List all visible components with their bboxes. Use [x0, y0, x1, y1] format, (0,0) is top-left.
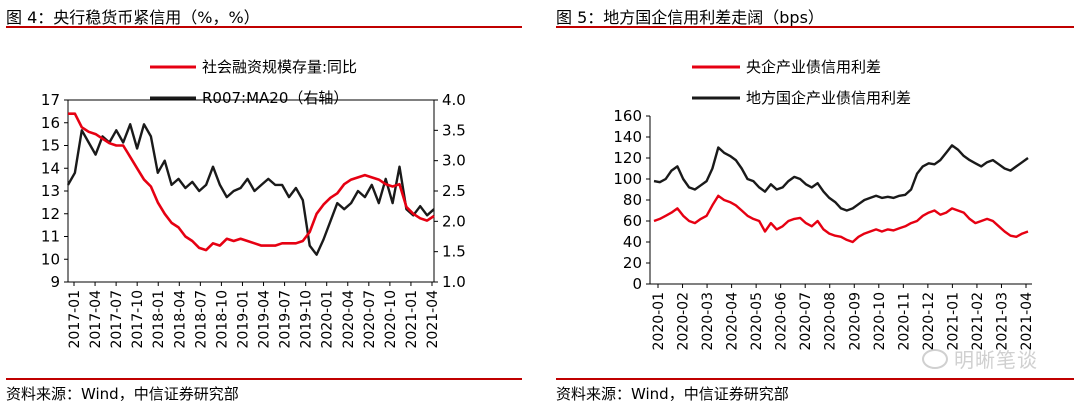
legend-label-central-soe: 央企产业债信用利差 [746, 58, 881, 76]
x-tick-label: 2017-07 [109, 290, 125, 349]
x-tick-label: 2019-01 [235, 290, 251, 349]
y-tick-label: 160 [613, 107, 642, 125]
y-tick-label: 13 [41, 182, 60, 200]
x-tick-label: 2019-04 [257, 290, 273, 349]
plot-frame [67, 99, 435, 283]
legend-label-r007: R007:MA20（右轴） [202, 89, 348, 107]
central-soe-spread-line [653, 194, 1029, 244]
left-chart: 9 10 11 12 13 14 15 16 17 1.0 1.5 2.0 2.5 3.0 3.5 4.0 20… [41, 58, 466, 349]
x-tick-label: 2020-08 [823, 292, 839, 351]
x-tick-label: 2020-11 [896, 292, 912, 351]
r007-ma20-line [66, 123, 435, 256]
x-tick-label: 2018-07 [193, 290, 209, 349]
y2-tick-label: 4.0 [442, 91, 466, 109]
wechat-icon [922, 349, 948, 369]
right-chart-title: 图 5：地方国企信用利差走阔（bps） [556, 8, 824, 27]
left-title-rule [6, 26, 522, 28]
y2-tick-label: 1.5 [442, 243, 466, 261]
y-tick-label: 140 [613, 128, 642, 146]
right-source-rule [556, 378, 1074, 380]
x-tick-label: 2020-10 [383, 290, 399, 349]
y-tick-label: 60 [623, 212, 642, 230]
y-tick-label: 20 [623, 254, 642, 272]
y-tick-label: 12 [41, 205, 60, 223]
y2-tick-label: 2.5 [442, 182, 466, 200]
y2-tick-label: 3.5 [442, 121, 466, 139]
x-tick-label: 2020-04 [341, 290, 357, 349]
left-source-rule [6, 378, 522, 380]
x-tick-label: 2020-02 [676, 292, 692, 351]
x-tick-label: 2021-02 [970, 292, 986, 351]
x-tick-label: 2019-10 [299, 290, 315, 349]
x-tick-label: 2020-09 [847, 292, 863, 351]
local-soe-spread-line [653, 144, 1029, 212]
watermark: 明晰笔谈 [922, 344, 1038, 373]
x-tick-label: 2020-10 [872, 292, 888, 351]
x-tick-label: 2017-01 [67, 290, 83, 349]
left-chart-source: 资料来源：Wind，中信证券研究部 [6, 385, 239, 403]
x-tick-label: 2021-03 [994, 292, 1010, 351]
right-title-rule [556, 26, 1074, 28]
x-tick-label: 2021-01 [404, 290, 420, 349]
y-tick-label: 0 [632, 275, 642, 293]
right-chart: 0 20 40 60 80 100 120 140 160 2020-01 2020-02 2020-… [613, 58, 1035, 351]
legend-label-local-soe: 地方国企产业债信用利差 [746, 89, 911, 107]
legend-label-social-financing: 社会融资规模存量:同比 [202, 58, 357, 76]
y2-tick-label: 3.0 [442, 152, 466, 170]
y-tick-label: 14 [41, 159, 60, 177]
x-tick-label: 2020-01 [651, 292, 667, 351]
x-tick-label: 2021-01 [945, 292, 961, 351]
x-tick-label: 2020-01 [320, 290, 336, 349]
x-tick-label: 2020-06 [774, 292, 790, 351]
x-tick-label: 2020-03 [700, 292, 716, 351]
y2-tick-label: 2.0 [442, 212, 466, 230]
y-tick-label: 11 [41, 228, 60, 246]
y-tick-label: 15 [41, 137, 60, 155]
watermark-text: 明晰笔谈 [954, 348, 1038, 372]
x-tick-label: 2020-07 [362, 290, 378, 349]
y-tick-label: 100 [613, 170, 642, 188]
x-tick-label: 2020-07 [798, 292, 814, 351]
x-tick-label: 2017-04 [88, 290, 104, 349]
y-tick-label: 120 [613, 149, 642, 167]
x-tick-label: 2021-04 [425, 290, 441, 349]
x-tick-label: 2020-05 [749, 292, 765, 351]
x-tick-label: 2018-04 [172, 290, 188, 349]
y-tick-label: 10 [41, 250, 60, 268]
x-tick-label: 2019-07 [278, 290, 294, 349]
y-tick-label: 16 [41, 114, 60, 132]
left-chart-title: 图 4：央行稳货币紧信用（%，%） [6, 8, 260, 27]
y-tick-label: 80 [623, 191, 642, 209]
y-tick-label: 40 [623, 233, 642, 251]
x-tick-label: 2021-04 [1019, 292, 1035, 351]
x-tick-label: 2017-10 [130, 290, 146, 349]
x-tick-label: 2018-01 [151, 290, 167, 349]
right-chart-source: 资料来源：Wind，中信证券研究部 [556, 385, 789, 403]
social-financing-line [68, 112, 435, 252]
x-tick-label: 2020-12 [921, 292, 937, 351]
x-tick-label: 2018-10 [214, 290, 230, 349]
y-tick-label: 17 [41, 91, 60, 109]
x-tick-label: 2020-04 [725, 292, 741, 351]
y2-tick-label: 1.0 [442, 273, 466, 291]
y-tick-label: 9 [50, 273, 60, 291]
